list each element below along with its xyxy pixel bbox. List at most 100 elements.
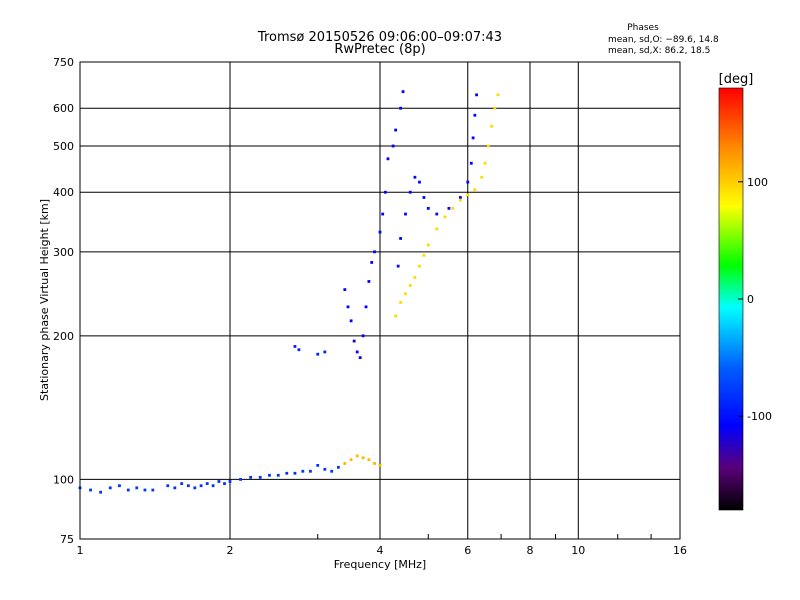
data-point bbox=[378, 230, 382, 234]
y-tick-label: 600 bbox=[53, 102, 74, 115]
data-point bbox=[211, 484, 215, 488]
data-point bbox=[355, 350, 359, 354]
data-point bbox=[459, 196, 462, 199]
data-point bbox=[418, 264, 421, 268]
data-point bbox=[89, 488, 92, 492]
data-point bbox=[349, 458, 353, 462]
data-point bbox=[118, 484, 121, 488]
x-tick-label: 16 bbox=[673, 544, 687, 557]
data-point bbox=[408, 190, 412, 194]
data-point bbox=[180, 482, 184, 485]
data-point bbox=[217, 480, 221, 483]
data-point bbox=[367, 458, 371, 462]
data-point bbox=[301, 469, 305, 473]
data-point bbox=[108, 486, 112, 490]
data-point bbox=[293, 345, 297, 348]
data-point bbox=[496, 93, 500, 97]
y-tick-label: 75 bbox=[60, 533, 74, 546]
data-point bbox=[381, 212, 385, 216]
colorbar-tick-label: -100 bbox=[747, 410, 772, 423]
data-point bbox=[404, 292, 407, 296]
data-point bbox=[151, 488, 155, 492]
data-point bbox=[135, 486, 139, 490]
data-point bbox=[490, 124, 494, 128]
data-point bbox=[364, 305, 368, 309]
data-point bbox=[383, 190, 387, 194]
data-point bbox=[361, 334, 365, 338]
data-point bbox=[297, 348, 301, 352]
colorbar-label: [deg] bbox=[719, 72, 754, 87]
x-tick-label: 8 bbox=[527, 544, 534, 557]
data-point bbox=[323, 467, 327, 471]
data-point bbox=[391, 144, 395, 148]
data-point bbox=[205, 482, 209, 485]
data-point bbox=[352, 339, 356, 343]
data-point bbox=[193, 486, 197, 490]
colorbar-tick-label: 0 bbox=[747, 293, 754, 306]
x-axis-label: Frequency [MHz] bbox=[334, 558, 426, 571]
plot-frame bbox=[79, 61, 681, 540]
data-point bbox=[249, 475, 253, 479]
data-point bbox=[466, 193, 470, 197]
data-point bbox=[435, 212, 439, 216]
y-axis-label: Stationary phase Virtual Height [km] bbox=[38, 199, 51, 401]
phases-x-line: mean, sd,X: 86.2, 18.5 bbox=[608, 46, 710, 56]
data-point bbox=[346, 305, 350, 309]
x-tick-label: 4 bbox=[377, 544, 384, 557]
data-point bbox=[422, 196, 426, 199]
data-point bbox=[413, 175, 417, 179]
data-point bbox=[343, 462, 347, 465]
data-point bbox=[199, 484, 203, 488]
data-point bbox=[373, 250, 376, 254]
data-point bbox=[293, 471, 297, 475]
data-point bbox=[166, 484, 170, 488]
data-point bbox=[493, 106, 497, 110]
data-point bbox=[99, 490, 103, 494]
data-point bbox=[418, 180, 421, 184]
data-point bbox=[143, 488, 147, 492]
data-point bbox=[459, 198, 462, 202]
phases-o-line: mean, sd,O: −89.6, 14.8 bbox=[608, 35, 719, 45]
x-tick-label: 2 bbox=[227, 544, 234, 557]
data-point bbox=[471, 136, 475, 140]
y-tick-label: 500 bbox=[53, 140, 74, 153]
data-point bbox=[276, 473, 280, 477]
data-point bbox=[399, 301, 403, 304]
data-point bbox=[336, 465, 340, 469]
data-point bbox=[285, 471, 289, 475]
colorbar-tick-label: 100 bbox=[747, 176, 768, 189]
data-point bbox=[426, 243, 430, 247]
data-point bbox=[475, 93, 478, 97]
data-point bbox=[330, 469, 334, 473]
data-point bbox=[358, 356, 362, 360]
data-point bbox=[309, 469, 312, 473]
data-point bbox=[394, 314, 398, 318]
data-point bbox=[447, 206, 451, 210]
data-point bbox=[483, 161, 487, 165]
data-point bbox=[258, 475, 262, 479]
data-point bbox=[223, 482, 226, 485]
data-point bbox=[323, 350, 327, 354]
data-point bbox=[228, 480, 232, 483]
y-tick-label: 200 bbox=[53, 330, 74, 343]
data-point bbox=[426, 206, 430, 210]
x-tick-label: 1 bbox=[77, 544, 84, 557]
data-point bbox=[466, 180, 470, 184]
data-point bbox=[399, 237, 403, 240]
data-point bbox=[355, 454, 359, 458]
data-point bbox=[473, 113, 477, 117]
data-point bbox=[394, 128, 398, 132]
data-point bbox=[413, 276, 417, 279]
y-tick-label: 750 bbox=[53, 56, 74, 69]
data-point bbox=[126, 488, 130, 492]
data-point bbox=[469, 161, 473, 165]
data-point bbox=[401, 90, 405, 94]
data-point bbox=[349, 319, 353, 323]
data-point bbox=[361, 456, 365, 460]
data-point bbox=[373, 462, 376, 465]
data-point bbox=[399, 106, 403, 110]
data-point bbox=[435, 227, 439, 231]
data-point bbox=[396, 264, 400, 268]
data-point bbox=[370, 261, 374, 264]
